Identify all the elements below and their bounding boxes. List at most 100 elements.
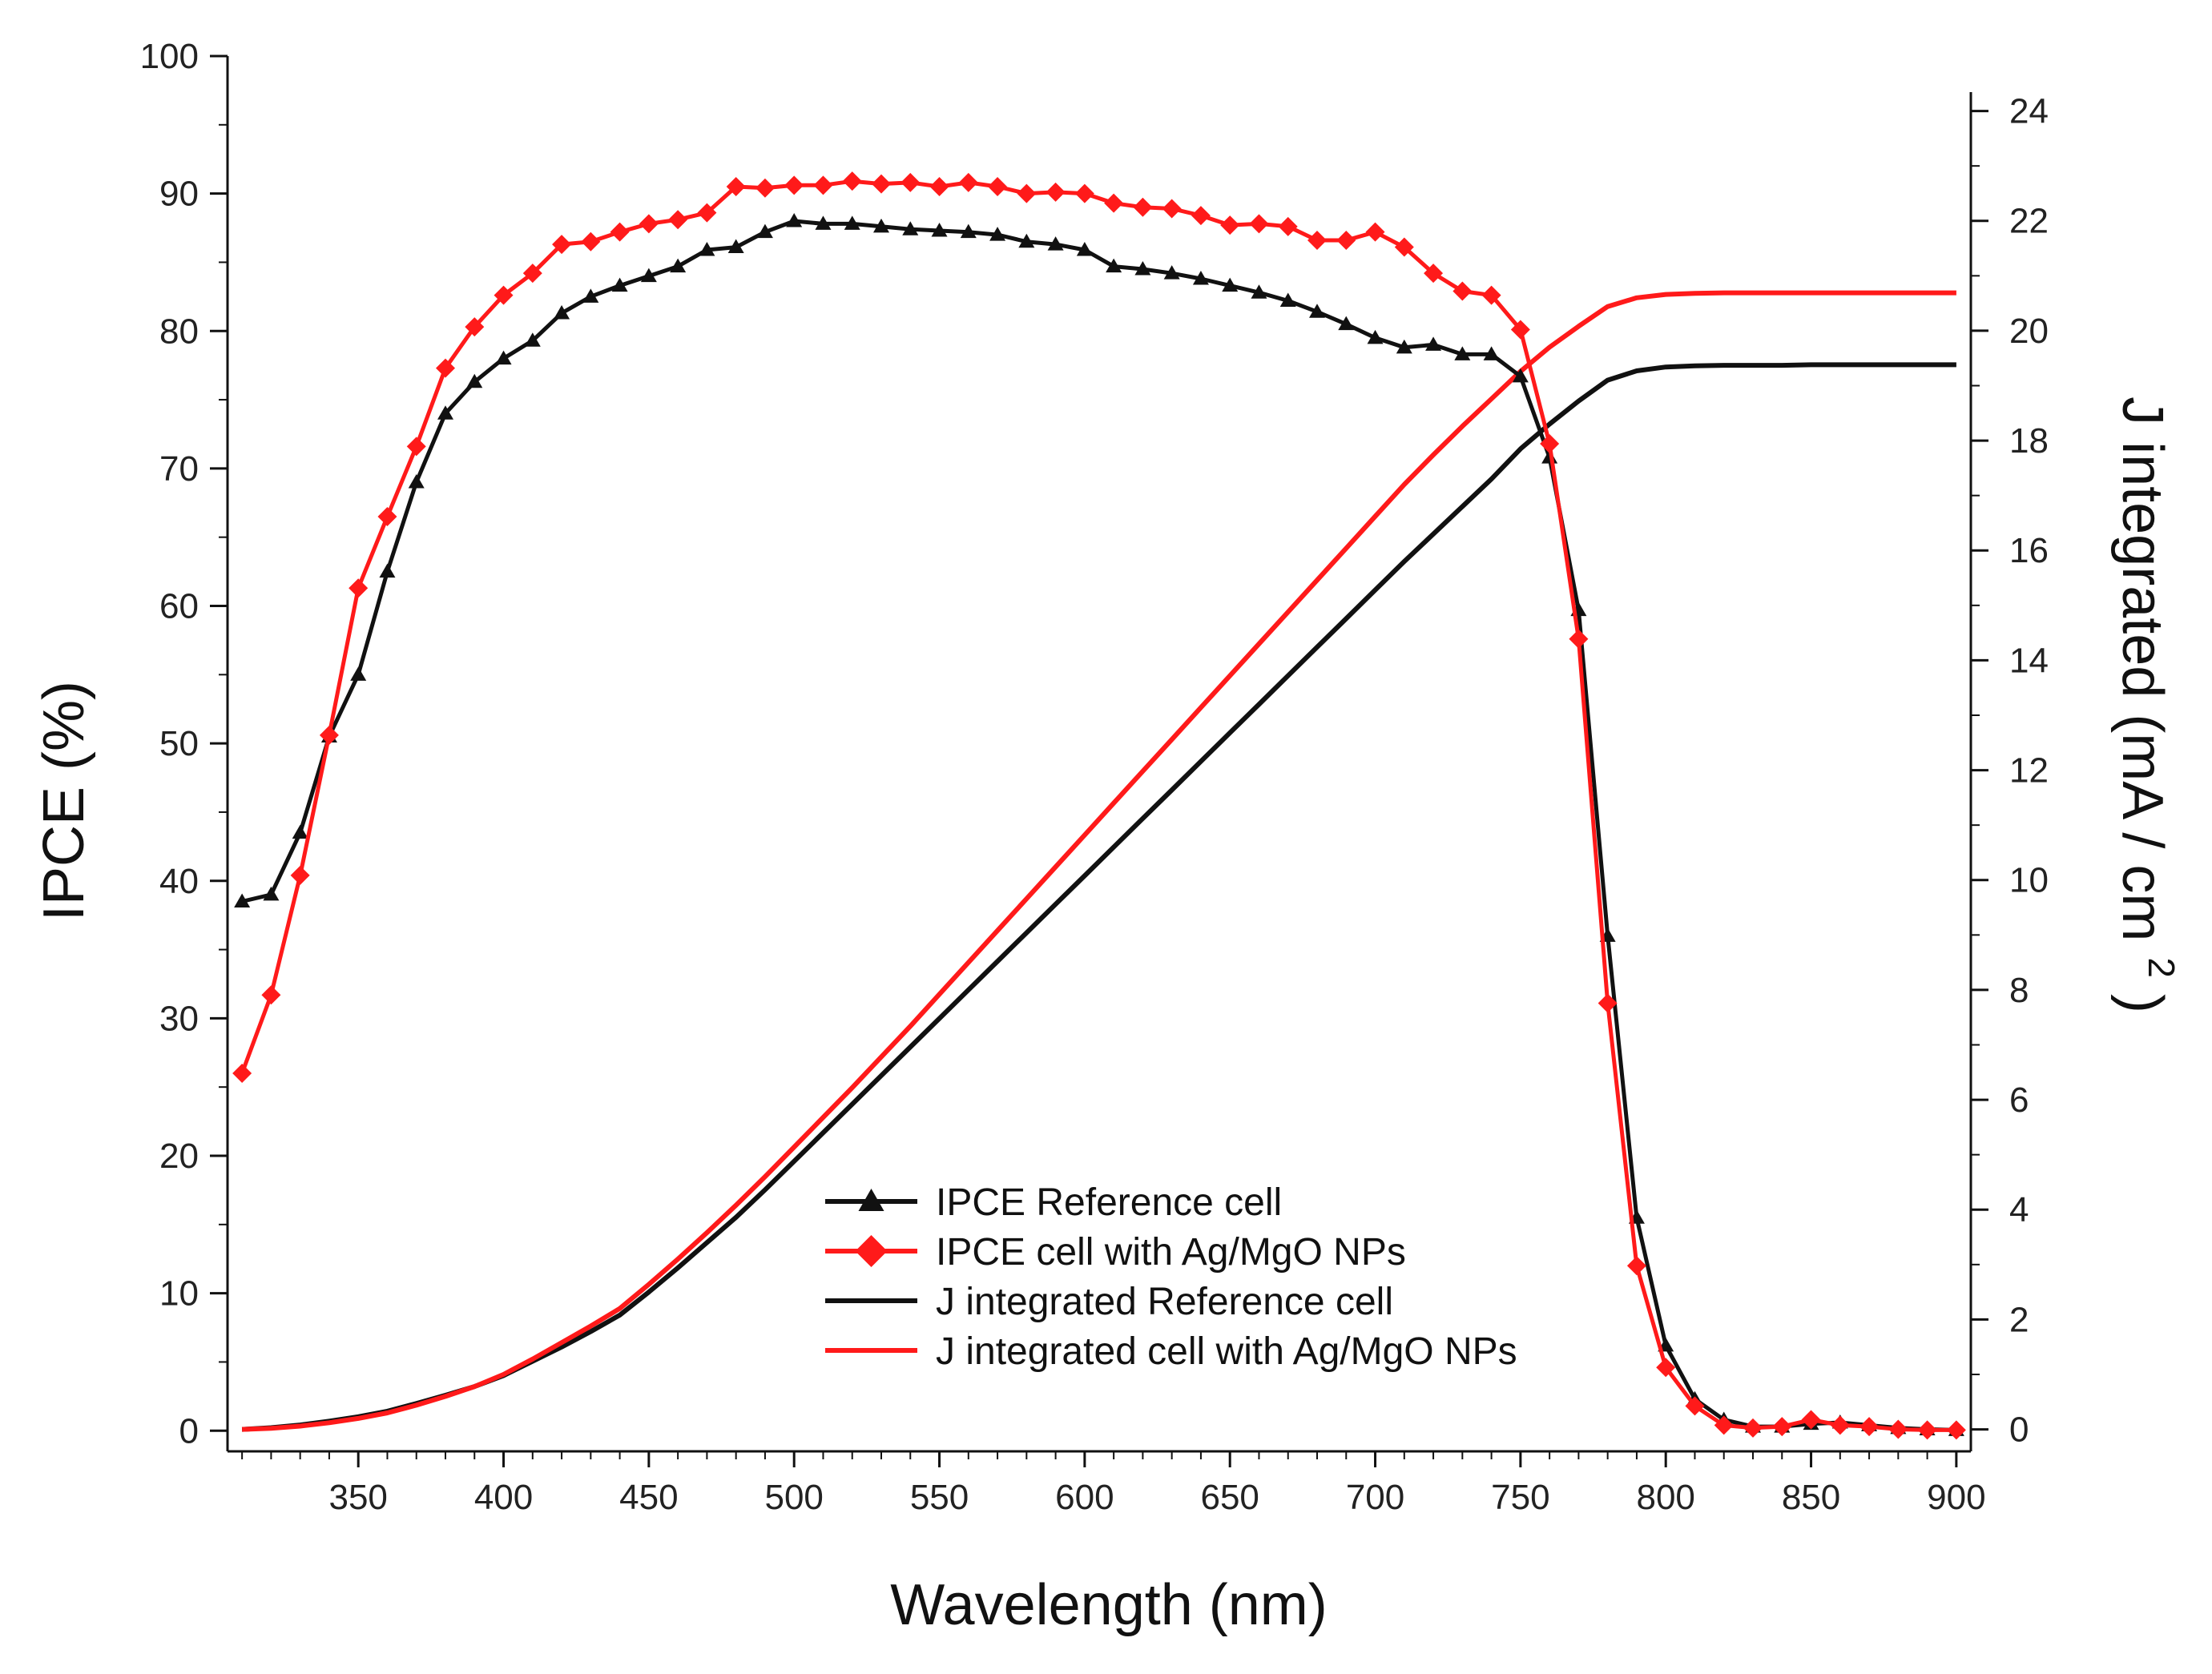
y-right-tick-label: 2 [2009, 1300, 2029, 1339]
data-point-triangle [1047, 236, 1064, 251]
data-point-diamond [494, 285, 514, 305]
data-point-triangle [756, 223, 773, 239]
data-point-diamond [1017, 183, 1037, 203]
y-tick-label: 60 [159, 587, 199, 626]
data-point-triangle [234, 893, 251, 907]
data-point-triangle [1512, 368, 1529, 383]
data-point-diamond [261, 985, 281, 1005]
legend-label: J integrated Reference cell [936, 1281, 1393, 1323]
data-point-triangle [1338, 316, 1355, 331]
y-tick-label: 30 [159, 999, 199, 1038]
series-1 [232, 171, 1966, 1440]
legend-item: J integrated Reference cell [825, 1281, 1393, 1323]
data-point-diamond [1743, 1418, 1763, 1438]
y-right-tick-label: 8 [2009, 971, 2029, 1010]
data-point-triangle [1367, 329, 1384, 344]
data-point-diamond [581, 231, 601, 252]
data-point-diamond [1046, 182, 1066, 202]
y-right-tick-label: 18 [2009, 421, 2049, 461]
data-point-diamond [1481, 285, 1501, 305]
data-point-triangle [1396, 339, 1412, 354]
data-point-diamond [697, 203, 717, 223]
data-point-diamond [1074, 183, 1094, 203]
data-point-diamond [1772, 1417, 1792, 1437]
y-tick-label: 40 [159, 862, 199, 901]
series-line [241, 290, 1956, 1432]
legend-item: J integrated cell with Ag/MgO NPs [825, 1330, 1517, 1373]
y-tick-label: 50 [159, 724, 199, 763]
data-point-triangle [1483, 346, 1500, 360]
data-point-triangle [844, 215, 860, 230]
y-right-tick-label: 20 [2009, 312, 2049, 351]
data-point-triangle [379, 563, 396, 578]
data-point-diamond [290, 865, 310, 885]
y-right-tick-label: 14 [2009, 641, 2049, 680]
legend-item: IPCE Reference cell [825, 1181, 1282, 1224]
series-3 [241, 290, 1956, 1432]
data-point-diamond [1133, 197, 1153, 217]
y-tick-label: 80 [159, 312, 199, 351]
legend-label: J integrated cell with Ag/MgO NPs [936, 1330, 1517, 1373]
data-point-diamond [436, 358, 455, 378]
data-point-diamond [1830, 1415, 1850, 1435]
data-point-triangle [1454, 346, 1471, 360]
y-right-tick-label: 12 [2009, 751, 2049, 791]
y-right-tick-label: 10 [2009, 861, 2049, 900]
data-point-triangle [960, 223, 977, 239]
data-point-triangle [873, 218, 889, 233]
data-point-diamond [1249, 214, 1269, 234]
y-tick-label: 10 [159, 1274, 199, 1314]
y-right-tick-label: 16 [2009, 531, 2049, 570]
data-point-triangle [727, 239, 744, 254]
y-tick-label: 0 [179, 1411, 199, 1451]
data-point-diamond [349, 578, 369, 598]
data-point-triangle [1134, 261, 1151, 276]
data-point-triangle [1251, 284, 1267, 299]
plot-frame [226, 56, 1972, 1453]
data-point-triangle [495, 350, 512, 365]
x-tick-label: 500 [764, 1478, 823, 1517]
x-tick-label: 700 [1346, 1478, 1404, 1517]
data-point-triangle [1192, 271, 1209, 285]
data-point-diamond [639, 214, 659, 234]
data-point-diamond [1278, 216, 1298, 236]
data-point-triangle [786, 212, 803, 227]
data-point-triangle [1163, 265, 1180, 280]
data-point-triangle [350, 666, 367, 681]
x-tick-label: 350 [328, 1478, 387, 1517]
x-tick-label: 550 [910, 1478, 969, 1517]
data-point-triangle [815, 215, 832, 230]
y-axis-right-title-main: J integrated (mA / cm [2110, 396, 2174, 941]
data-point-diamond [319, 725, 339, 745]
data-point-diamond [1801, 1410, 1821, 1430]
data-point-diamond [842, 171, 862, 191]
data-point-triangle [902, 221, 919, 235]
legend: IPCE Reference cell IPCE cell with Ag/MgO… [825, 1181, 1517, 1373]
data-point-triangle [670, 258, 687, 273]
data-point-triangle [699, 241, 715, 256]
data-point-diamond [901, 172, 921, 192]
x-tick-label: 750 [1491, 1478, 1549, 1517]
y-right-tick-label: 6 [2009, 1080, 2029, 1120]
data-point-triangle [466, 373, 483, 388]
data-point-diamond [1626, 1256, 1646, 1276]
series-layer [232, 171, 1966, 1440]
data-point-diamond [1104, 193, 1124, 213]
data-point-triangle [1106, 258, 1122, 273]
legend-marker-diamond [855, 1235, 888, 1267]
data-point-triangle [524, 332, 541, 347]
data-point-diamond [784, 175, 804, 195]
data-point-diamond [1394, 237, 1414, 257]
data-point-triangle [554, 304, 570, 320]
x-axis: 350 400 450 500 550 600 650 700 750 800 850 900 [241, 1451, 1986, 1517]
data-point-diamond [1453, 281, 1473, 301]
data-point-triangle [1279, 292, 1296, 307]
data-point-diamond [610, 222, 630, 242]
data-point-triangle [989, 227, 1006, 241]
data-point-diamond [1307, 230, 1327, 250]
data-point-diamond [872, 174, 891, 194]
data-point-triangle [408, 474, 425, 489]
data-point-diamond [988, 177, 1008, 197]
data-point-diamond [1191, 206, 1211, 226]
y-tick-label: 90 [159, 175, 199, 214]
